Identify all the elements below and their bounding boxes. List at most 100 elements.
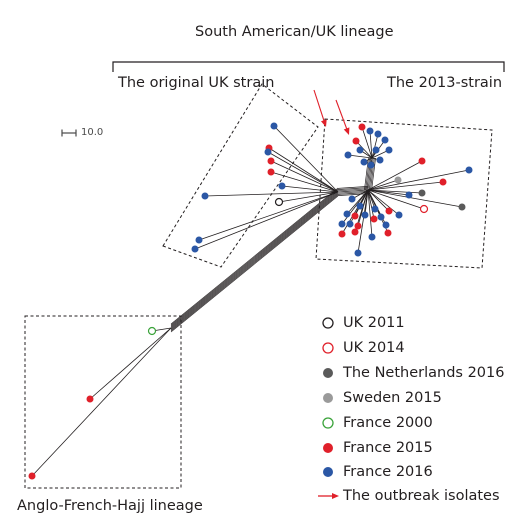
network-edge: [367, 181, 444, 191]
network-edge: [367, 169, 470, 191]
network-edge: [89, 327, 172, 400]
legend-label: France 2016: [343, 464, 433, 480]
isolate-node-france-2016: [465, 166, 473, 174]
isolate-node-france-2015: [28, 472, 36, 480]
network-edge: [337, 190, 369, 194]
network-edge: [367, 189, 400, 216]
lineage-bracket: [112, 61, 505, 72]
open-circle-icon: [322, 417, 334, 429]
network-edge: [170, 191, 339, 329]
network-edge: [361, 126, 373, 159]
isolate-node-france-2015: [385, 207, 393, 215]
network-edge: [341, 189, 369, 235]
isolate-node-france-2016: [356, 202, 364, 210]
isolate-node-france-2016: [381, 136, 389, 144]
legend-label: Sweden 2015: [343, 390, 442, 406]
isolate-node-france-2016: [201, 192, 209, 200]
isolate-node-france-2016: [368, 233, 376, 241]
isolate-node-france-2015: [354, 222, 362, 230]
isolate-node-france-2016: [382, 221, 390, 229]
isolate-node-france-2015: [351, 228, 359, 236]
legend-item-uk-2014: UK 2014: [318, 338, 518, 358]
strain-2013-label: The 2013-strain: [387, 75, 503, 91]
isolate-node-france-2016: [354, 249, 362, 257]
network-edge: [270, 160, 339, 193]
isolate-node-france-2016: [405, 191, 413, 199]
network-edges: [31, 125, 470, 477]
network-edge: [367, 189, 423, 194]
open-circle-icon: [322, 317, 334, 329]
scale-bar-label: 10.0: [81, 127, 104, 138]
anglo-french-hajj-box: [24, 315, 182, 489]
isolate-node-france-2000: [147, 326, 157, 336]
isolate-node-france-2015: [384, 229, 392, 237]
network-edge: [355, 140, 373, 159]
network-edge: [367, 189, 373, 238]
outbreak-arrow-head: [343, 127, 350, 135]
network-edge: [270, 171, 339, 193]
isolate-node-france-2016: [346, 220, 354, 228]
red-arrow-icon: [318, 493, 339, 499]
network-edge: [198, 191, 339, 241]
isolate-node-sweden-2015: [394, 176, 402, 184]
network-edge: [170, 192, 339, 330]
network-edge: [371, 133, 379, 159]
isolate-node-france-2016: [270, 122, 278, 130]
legend-label: France 2015: [343, 440, 433, 456]
isolate-node-france-2016: [385, 146, 393, 154]
isolate-node-france-2015: [418, 157, 426, 165]
isolate-node-netherlands-2016: [458, 203, 466, 211]
isolate-node-france-2016: [278, 182, 286, 190]
network-edge: [357, 189, 369, 254]
network-edge: [268, 147, 339, 193]
filled-circle-icon: [323, 368, 333, 378]
network-edge: [204, 191, 339, 197]
isolate-node-france-2015: [86, 395, 94, 403]
isolate-node-france-2016: [195, 236, 203, 244]
isolate-node-france-2016: [371, 205, 379, 213]
isolate-node-france-2016: [366, 127, 374, 135]
legend-label: France 2000: [343, 415, 433, 431]
isolate-node-france-2016: [376, 156, 384, 164]
legend-item-netherlands-2016: The Netherlands 2016: [318, 363, 518, 383]
legend-item-uk-2011: UK 2011: [318, 313, 518, 333]
legend-item-sweden-2015: Sweden 2015: [318, 388, 518, 408]
legend-label: UK 2011: [343, 315, 405, 331]
original-uk-strain-label: The original UK strain: [118, 75, 275, 91]
isolate-node-france-2016: [360, 158, 368, 166]
network-edge: [337, 188, 369, 192]
network-edge: [281, 185, 339, 193]
isolate-node-france-2016: [374, 130, 382, 138]
isolate-node-france-2016: [348, 195, 356, 203]
network-edge: [170, 189, 339, 327]
isolate-node-france-2016: [338, 220, 346, 228]
open-circle-icon: [322, 342, 334, 354]
isolate-node-france-2016: [395, 211, 403, 219]
legend-label: The outbreak isolates: [343, 488, 500, 504]
scale-bar: [61, 129, 77, 137]
network-edge: [337, 189, 369, 193]
legend-label: UK 2014: [343, 340, 405, 356]
isolate-node-france-2016: [377, 213, 385, 221]
isolate-node-netherlands-2016: [418, 189, 426, 197]
network-edge: [170, 195, 339, 333]
isolate-node-france-2015: [267, 168, 275, 176]
isolate-node-france-2015: [352, 137, 360, 145]
network-edge: [337, 187, 369, 190]
network-edge: [367, 189, 375, 220]
network-edge: [337, 193, 369, 196]
isolate-node-france-2016: [264, 148, 272, 156]
outbreak-arrow-head: [320, 119, 327, 127]
network-edge: [170, 187, 339, 325]
isolate-node-uk-2011: [274, 197, 284, 207]
isolate-node-france-2015: [267, 157, 275, 165]
network-edge: [367, 179, 399, 191]
anglo-french-hajj-lineage-label: Anglo-French-Hajj lineage: [17, 498, 203, 514]
filled-circle-icon: [323, 393, 333, 403]
isolate-node-france-2015: [358, 123, 366, 131]
outbreak-arrow-shaft: [335, 99, 348, 130]
network-edge: [367, 160, 423, 191]
isolate-node-france-2016: [191, 245, 199, 253]
network-edge: [170, 188, 339, 326]
